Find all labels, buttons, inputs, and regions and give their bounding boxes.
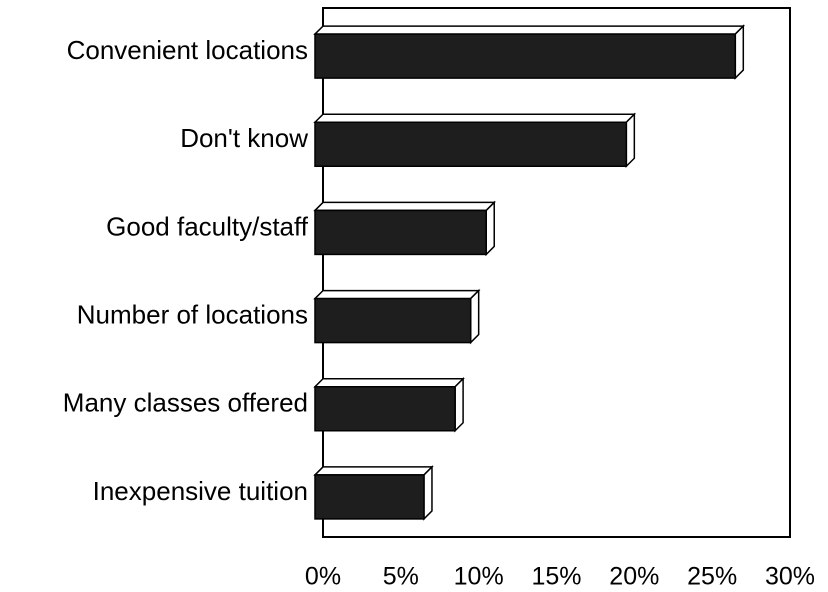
plot-frame bbox=[322, 7, 791, 538]
bar-side bbox=[485, 200, 495, 257]
bar-top bbox=[313, 289, 481, 300]
bar-top bbox=[313, 201, 497, 212]
x-tick-label: 10% bbox=[454, 563, 504, 591]
bar bbox=[314, 297, 472, 344]
bar-side bbox=[469, 288, 480, 345]
x-tick-label: 0% bbox=[305, 563, 341, 591]
y-tick-label: Don't know bbox=[180, 123, 308, 153]
y-tick-label: Number of locations bbox=[77, 299, 308, 329]
y-tick-label: Convenient locations bbox=[67, 35, 308, 65]
y-tick-label: Many classes offered bbox=[63, 388, 308, 418]
bar-top bbox=[313, 378, 465, 388]
x-tick-label: 15% bbox=[531, 563, 581, 591]
x-tick-label: 30% bbox=[765, 563, 815, 591]
bar bbox=[314, 386, 456, 432]
bar-side bbox=[423, 465, 433, 521]
bar bbox=[314, 33, 737, 79]
bar-top bbox=[313, 113, 637, 123]
x-tick-label: 5% bbox=[383, 563, 419, 591]
y-tick-label: Inexpensive tuition bbox=[93, 476, 308, 506]
bar-top bbox=[313, 25, 746, 35]
x-tick-label: 20% bbox=[609, 563, 659, 591]
bar bbox=[314, 474, 425, 520]
y-tick-label: Good faculty/staff bbox=[106, 211, 309, 241]
bar-top bbox=[313, 466, 434, 476]
bar bbox=[314, 121, 628, 167]
x-tick-label: 25% bbox=[687, 563, 737, 591]
bar-side bbox=[734, 24, 745, 80]
bar-side bbox=[454, 376, 464, 433]
bar bbox=[314, 209, 487, 256]
bar-side bbox=[625, 112, 636, 169]
